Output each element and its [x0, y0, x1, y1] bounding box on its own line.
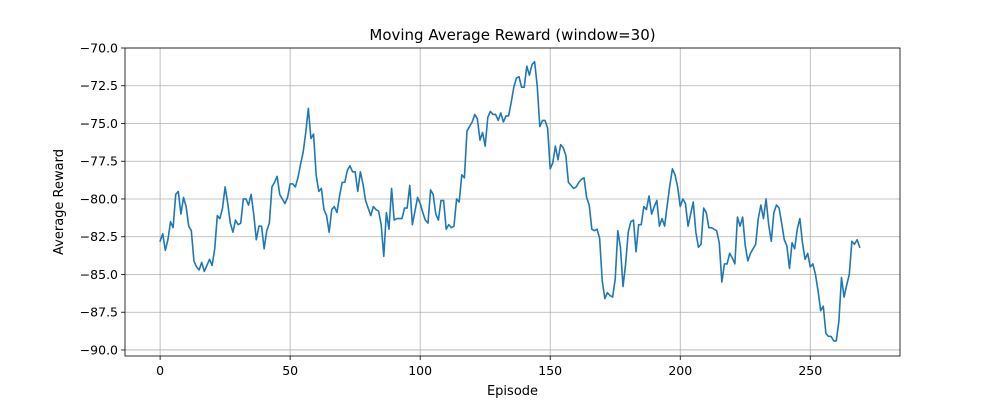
- y-tick-label: −82.5: [80, 229, 118, 244]
- x-tick-label: 250: [798, 363, 822, 378]
- x-tick-label: 0: [156, 363, 164, 378]
- y-gridlines: [125, 47, 900, 351]
- y-tick-label: −80.0: [80, 191, 118, 206]
- chart-title: Moving Average Reward (window=30): [369, 26, 655, 44]
- series-line: [159, 60, 861, 342]
- x-axis-ticks: 0 50 100 150 200 250: [156, 356, 822, 378]
- y-tick-label: −87.5: [80, 305, 118, 320]
- y-tick-label: −75.0: [80, 116, 118, 131]
- x-tick-label: 100: [408, 363, 432, 378]
- x-tick-label: 150: [538, 363, 562, 378]
- y-axis-label: Average Reward: [52, 149, 67, 255]
- y-tick-label: −90.0: [80, 342, 118, 357]
- y-axis-ticks: −70.0 −72.5 −75.0 −77.5 −80.0 −82.5 −85.0 −87.5…: [80, 41, 125, 357]
- x-tick-label: 50: [282, 363, 298, 378]
- y-tick-label: −85.0: [80, 267, 118, 282]
- x-axis-label: Episode: [487, 384, 538, 399]
- y-tick-label: −77.5: [80, 154, 118, 169]
- plot-frame: [124, 47, 901, 357]
- y-tick-label: −70.0: [80, 41, 118, 56]
- x-tick-label: 200: [668, 363, 692, 378]
- x-gridlines: [159, 48, 811, 356]
- y-tick-label: −72.5: [80, 78, 118, 93]
